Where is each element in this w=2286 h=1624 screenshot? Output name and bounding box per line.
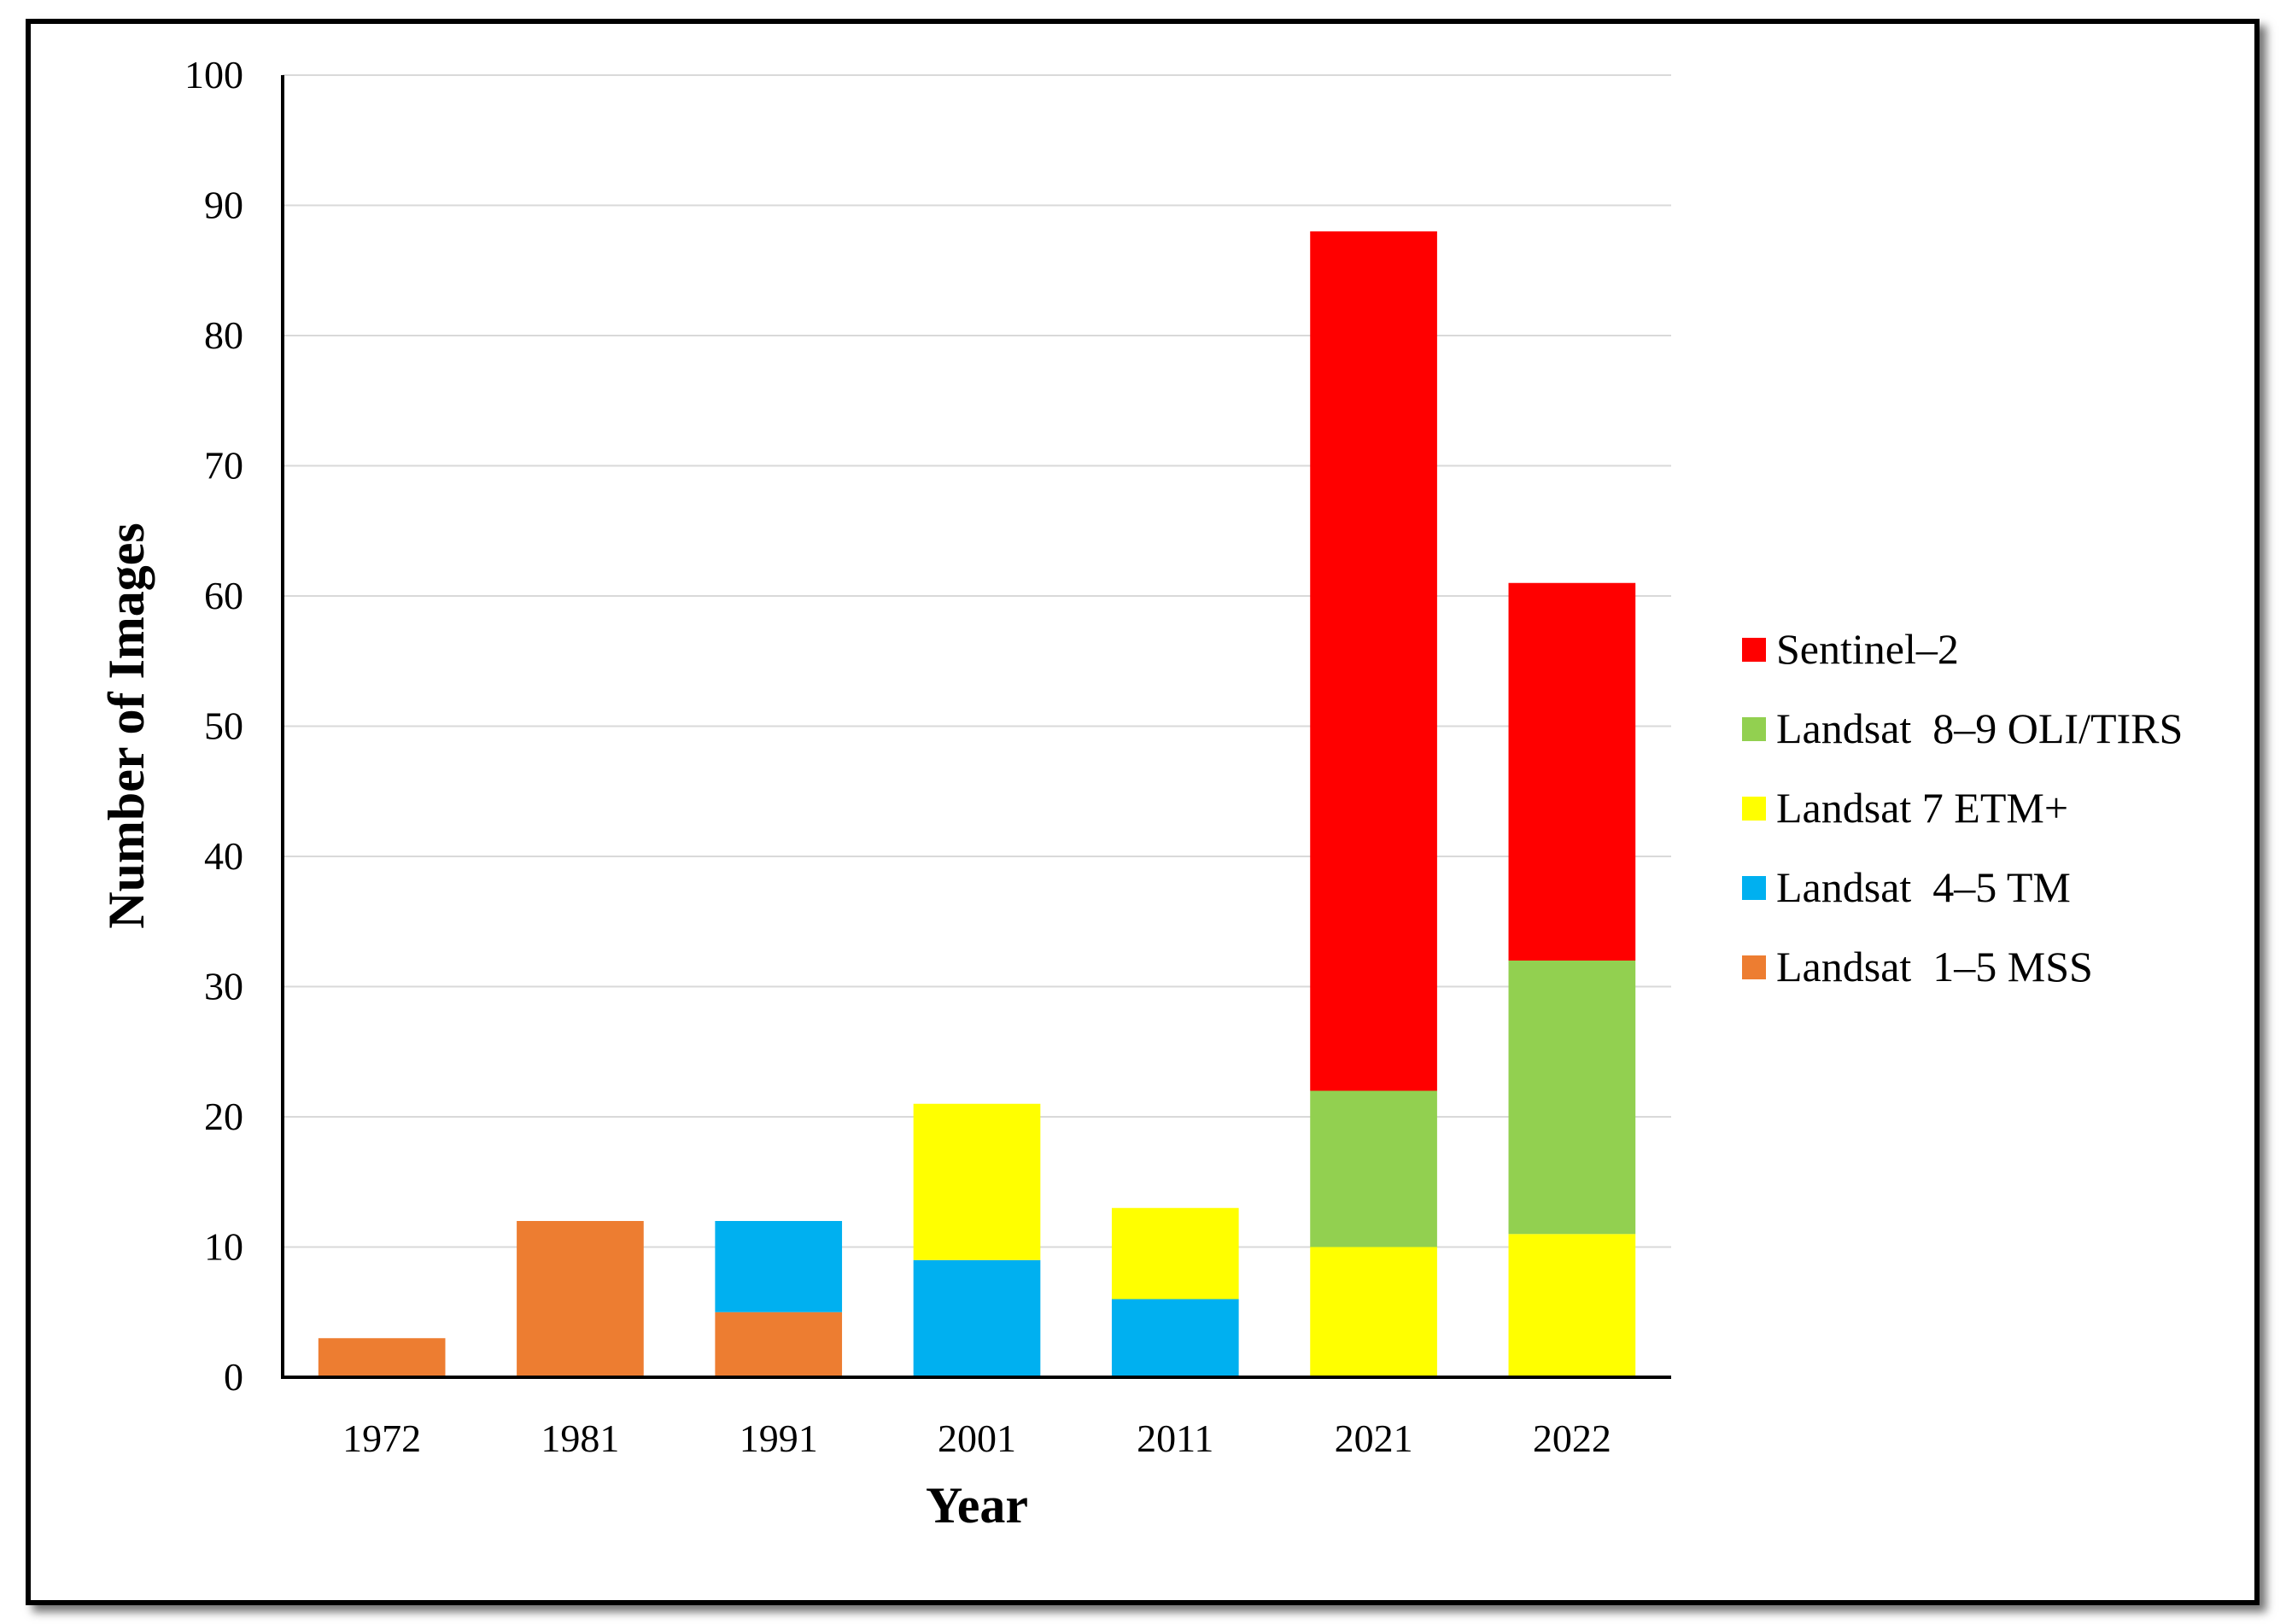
legend-swatch <box>1742 876 1766 900</box>
bar-2011-series-1 <box>1111 1299 1239 1377</box>
legend-swatch <box>1742 717 1766 741</box>
y-tick-label: 30 <box>204 965 243 1008</box>
y-tick-label: 0 <box>224 1355 243 1399</box>
x-tick-label: 1991 <box>740 1417 818 1460</box>
x-tick-label: 1981 <box>541 1417 619 1460</box>
x-tick-labels: 1972 1981 1991 2001 2011 2021 2022 <box>342 1417 1611 1460</box>
legend-label: Landsat 8–9 OLI/TIRS <box>1776 704 2183 752</box>
legend-label: Landsat 7 ETM+ <box>1776 784 2068 832</box>
bar-2001-series-2 <box>913 1103 1041 1260</box>
x-tick-label: 2021 <box>1335 1417 1413 1460</box>
bar-2022-series-4 <box>1508 582 1636 961</box>
y-tick-label: 40 <box>204 834 243 878</box>
bar-2022-series-2 <box>1508 1234 1636 1377</box>
bar-1991-series-0 <box>715 1311 843 1377</box>
y-tick-label: 20 <box>204 1095 243 1138</box>
bar-2021-series-3 <box>1310 1090 1437 1247</box>
y-tick-label: 70 <box>204 444 243 488</box>
x-tick-label: 1972 <box>342 1417 421 1460</box>
bar-2021-series-2 <box>1310 1247 1437 1377</box>
axes <box>281 75 1671 1379</box>
y-tick-label: 90 <box>204 184 243 227</box>
y-tick-label: 80 <box>204 313 243 357</box>
y-tick-label: 60 <box>204 574 243 617</box>
bar-2021-series-4 <box>1310 231 1437 1091</box>
bar-1981-series-0 <box>517 1221 644 1377</box>
bar-2011-series-2 <box>1111 1207 1239 1300</box>
y-tick-labels: 0 10 20 30 40 50 60 70 80 90 100 <box>184 53 243 1399</box>
y-tick-label: 100 <box>184 53 243 96</box>
y-axis-title: Number of Images <box>98 523 155 929</box>
bar-1991-series-1 <box>715 1221 843 1312</box>
bar-2022-series-3 <box>1508 961 1636 1235</box>
bars <box>318 231 1636 1377</box>
bar-1972-series-0 <box>318 1338 446 1377</box>
x-tick-label: 2001 <box>938 1417 1016 1460</box>
legend-label: Landsat 4–5 TM <box>1776 863 2071 911</box>
x-tick-label: 2022 <box>1533 1417 1611 1460</box>
legend-label: Landsat 1–5 MSS <box>1776 943 2093 990</box>
x-axis-title: Year <box>926 1477 1028 1533</box>
legend-swatch <box>1742 955 1766 979</box>
x-tick-label: 2011 <box>1137 1417 1213 1460</box>
legend-swatch <box>1742 797 1766 821</box>
bar-2001-series-1 <box>913 1259 1041 1377</box>
legend: Sentinel–2 Landsat 8–9 OLI/TIRS Landsat 7 … <box>1742 625 2183 990</box>
gridlines <box>283 74 1671 1248</box>
legend-swatch <box>1742 638 1766 662</box>
y-tick-label: 10 <box>204 1225 243 1269</box>
y-tick-label: 50 <box>204 704 243 748</box>
legend-label: Sentinel–2 <box>1776 625 1959 673</box>
